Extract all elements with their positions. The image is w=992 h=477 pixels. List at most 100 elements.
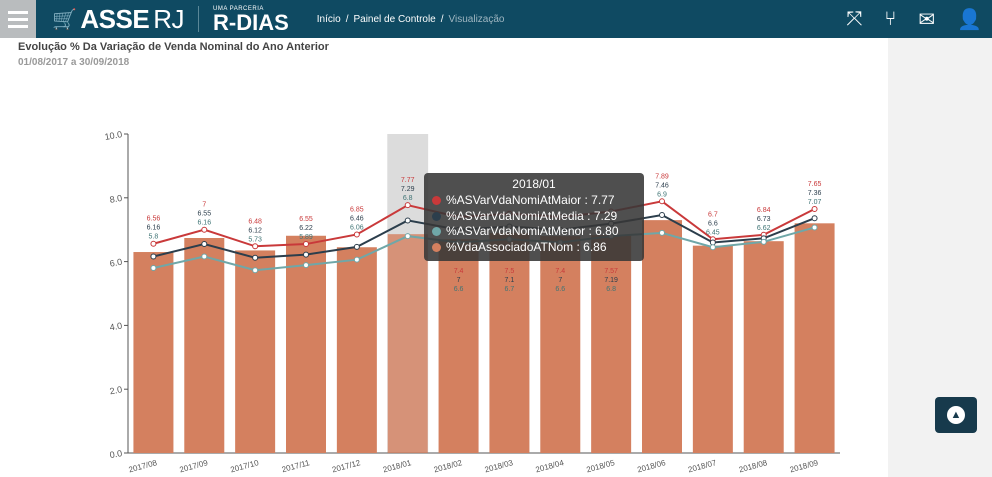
data-label: 5.89 bbox=[299, 234, 313, 241]
data-point bbox=[709, 244, 716, 251]
tooltip-title: 2018/01 bbox=[512, 177, 556, 191]
x-tick-label: 2018/09 bbox=[789, 458, 820, 474]
x-tick-label: 2018/01 bbox=[382, 458, 413, 474]
data-label: 5.8 bbox=[149, 234, 159, 241]
legend-dot-icon bbox=[432, 211, 441, 221]
x-tick-label: 2018/03 bbox=[484, 458, 515, 474]
tooltip-row: %ASVarVdaNomiAtMenor : 6.80 bbox=[446, 224, 619, 239]
bar bbox=[235, 250, 276, 453]
bar bbox=[184, 237, 225, 453]
legend-dot-icon bbox=[432, 196, 441, 206]
bar bbox=[642, 220, 682, 453]
data-label: 7.29 bbox=[401, 186, 415, 193]
x-tick-label: 2018/06 bbox=[636, 458, 667, 474]
data-point bbox=[353, 231, 360, 238]
data-label: 7.89 bbox=[655, 173, 669, 180]
bar bbox=[692, 245, 733, 453]
data-point bbox=[811, 215, 818, 222]
data-point bbox=[760, 238, 767, 245]
bar bbox=[794, 223, 835, 453]
data-point bbox=[659, 212, 665, 219]
chart-title: Evolução % Da Variação de Venda Nominal … bbox=[18, 41, 329, 53]
y-tick-label: 6.0 bbox=[109, 257, 123, 269]
top-navbar: 🛒 ASSE RJ UMA PARCERIA R-DIAS Início / Painel… bbox=[0, 0, 992, 38]
bar bbox=[438, 239, 479, 453]
data-point bbox=[811, 224, 818, 231]
data-label: 7.65 bbox=[808, 181, 822, 188]
data-label: 7 bbox=[202, 202, 206, 209]
rdias-logo: UMA PARCERIA R-DIAS bbox=[213, 6, 289, 35]
bar bbox=[743, 241, 784, 453]
data-label: 6.73 bbox=[757, 216, 771, 223]
x-tick-label: 2018/08 bbox=[738, 458, 769, 474]
bar bbox=[286, 235, 326, 453]
data-point bbox=[353, 256, 360, 263]
breadcrumb: Início / Painel de Controle / Visualização bbox=[316, 13, 505, 25]
branch-icon[interactable]: ⑂ bbox=[884, 7, 897, 30]
x-tick-label: 2018/04 bbox=[535, 458, 566, 474]
data-label: 7.46 bbox=[655, 182, 669, 189]
x-tick-label: 2017/09 bbox=[179, 458, 210, 474]
legend-dot-icon bbox=[432, 242, 441, 252]
data-label: 7.07 bbox=[808, 199, 822, 206]
data-label: 7.4 bbox=[454, 268, 464, 275]
breadcrumb-current: Visualização bbox=[448, 13, 505, 25]
y-tick-label: 4.0 bbox=[109, 320, 123, 332]
bar bbox=[489, 232, 530, 453]
data-label: 7.77 bbox=[401, 177, 415, 184]
cart-icon: 🛒 bbox=[52, 8, 77, 31]
data-label: 6.06 bbox=[350, 224, 364, 231]
data-label: 6.7 bbox=[505, 286, 515, 293]
data-label: 5.73 bbox=[248, 236, 262, 243]
y-tick-label: 10.0 bbox=[104, 129, 123, 142]
x-tick-label: 2017/11 bbox=[281, 458, 311, 474]
data-label: 6.55 bbox=[197, 211, 211, 218]
partner-name: R-DIAS bbox=[213, 9, 289, 35]
data-label: 6.9 bbox=[657, 191, 667, 198]
bar bbox=[540, 236, 581, 453]
y-tick-label: 0.0 bbox=[109, 448, 123, 460]
y-tick-label: 2.0 bbox=[109, 384, 123, 396]
data-point bbox=[201, 241, 208, 248]
data-point bbox=[404, 202, 411, 209]
data-point bbox=[201, 226, 208, 233]
data-label: 6.16 bbox=[197, 220, 211, 227]
data-point bbox=[303, 262, 309, 269]
data-label: 6.6 bbox=[555, 286, 565, 293]
mail-icon[interactable]: ✉ bbox=[918, 8, 936, 31]
chart-tooltip: 2018/01 %ASVarVdaNomiAtMaior : 7.77 %ASV… bbox=[424, 173, 644, 261]
hamburger-menu-button[interactable] bbox=[0, 0, 36, 38]
data-label: 6.8 bbox=[606, 286, 616, 293]
data-label: 7.4 bbox=[555, 268, 565, 275]
asserj-logo[interactable]: 🛒 ASSE RJ bbox=[52, 4, 184, 35]
data-label: 7.57 bbox=[604, 268, 618, 275]
y-tick-label: 8.0 bbox=[109, 193, 123, 205]
data-point bbox=[150, 264, 157, 271]
data-label: 6.46 bbox=[350, 215, 364, 222]
data-label: 7.19 bbox=[604, 277, 618, 284]
breadcrumb-painel[interactable]: Painel de Controle bbox=[353, 13, 436, 25]
breadcrumb-inicio[interactable]: Início bbox=[316, 13, 341, 25]
x-tick-label: 2018/02 bbox=[433, 458, 464, 474]
logo-text-rj: RJ bbox=[153, 3, 184, 34]
data-label: 6.62 bbox=[757, 225, 771, 232]
data-label: 6.22 bbox=[299, 225, 313, 232]
data-point bbox=[252, 243, 259, 250]
tooltip-row: %ASVarVdaNomiAtMaior : 7.77 bbox=[446, 193, 615, 208]
chevron-up-icon: ▲ bbox=[947, 406, 965, 424]
bar bbox=[591, 235, 632, 453]
data-point bbox=[404, 233, 411, 240]
date-range: 01/08/2017 a 30/09/2018 bbox=[18, 57, 130, 68]
data-label: 7.5 bbox=[505, 268, 515, 275]
data-label: 7.36 bbox=[808, 190, 822, 197]
back-to-top-button[interactable]: ▲ bbox=[935, 397, 977, 433]
data-point bbox=[150, 253, 157, 260]
x-tick-label: 2018/05 bbox=[585, 458, 616, 474]
data-label: 6.6 bbox=[454, 286, 464, 293]
data-point bbox=[353, 243, 360, 250]
fullscreen-icon[interactable]: ⤧ bbox=[846, 7, 863, 30]
data-point bbox=[150, 240, 157, 247]
tooltip-row: %VdaAssociadoATNom : 6.86 bbox=[446, 239, 607, 254]
user-icon[interactable]: 👤 bbox=[957, 8, 982, 31]
legend-dot-icon bbox=[432, 227, 441, 237]
